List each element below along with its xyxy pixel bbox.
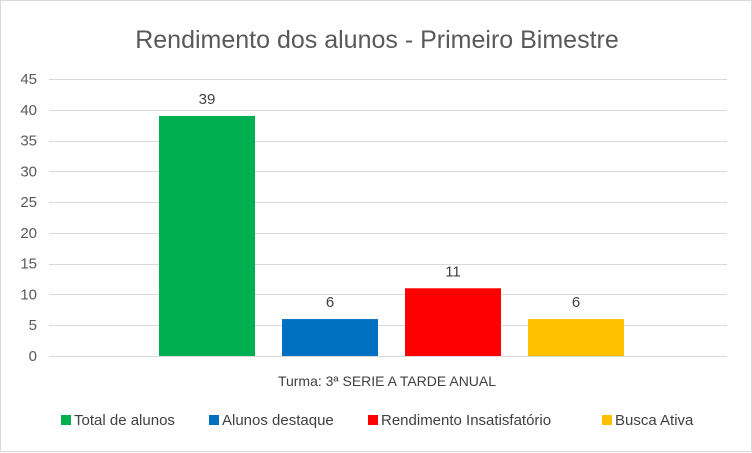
legend: Total de alunos Alunos destaque Rendimento… — [61, 412, 694, 429]
legend-swatch — [602, 415, 612, 425]
bars — [159, 115, 624, 356]
y-tick-label: 20 — [20, 225, 37, 242]
bar-rendimento-insatisfat-rio — [405, 288, 501, 356]
bar-alunos-destaque — [282, 319, 378, 356]
y-tick-label: 35 — [20, 133, 37, 150]
data-labels: 39 6 11 6 — [199, 91, 581, 311]
y-tick-label: 5 — [29, 317, 37, 334]
y-tick-label: 15 — [20, 256, 37, 273]
y-tick-label: 10 — [20, 286, 37, 303]
data-label: 6 — [572, 294, 580, 311]
y-axis: 0 5 10 15 20 25 30 35 40 45 — [20, 71, 37, 365]
legend-swatch — [61, 415, 71, 425]
y-tick-label: 30 — [20, 163, 37, 180]
legend-label: Busca Ativa — [615, 412, 694, 429]
legend-swatch — [209, 415, 219, 425]
y-tick-label: 45 — [20, 71, 37, 88]
gridlines — [49, 79, 727, 357]
legend-label: Rendimento Insatisfatório — [381, 412, 551, 429]
bar-busca-ativa — [528, 319, 624, 356]
data-label: 39 — [199, 91, 216, 108]
x-category-label: Turma: 3ª SERIE A TARDE ANUAL — [278, 373, 496, 389]
legend-swatch — [368, 415, 378, 425]
chart-title: Rendimento dos alunos - Primeiro Bimestr… — [135, 26, 619, 54]
legend-label: Total de alunos — [74, 412, 175, 429]
y-tick-label: 0 — [29, 348, 37, 365]
data-label: 6 — [326, 294, 334, 311]
y-tick-label: 40 — [20, 102, 37, 119]
data-label: 11 — [445, 263, 461, 280]
bar-total-de-alunos — [159, 115, 255, 356]
legend-label: Alunos destaque — [222, 412, 334, 429]
y-tick-label: 25 — [20, 194, 37, 211]
